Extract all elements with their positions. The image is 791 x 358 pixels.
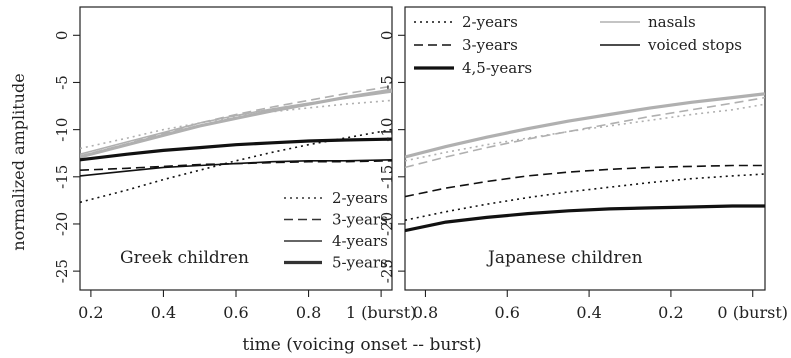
y-axis-title: normalized amplitude bbox=[9, 73, 28, 250]
y-tick-label: -20 bbox=[378, 212, 396, 236]
series-line-nasals-5-years bbox=[80, 88, 392, 159]
series-line-voiced-stops-5-years bbox=[80, 137, 392, 162]
panel-label: Greek children bbox=[120, 248, 249, 268]
x-tick-label: 1 (burst) bbox=[346, 303, 417, 322]
plot-frame bbox=[404, 6, 766, 291]
series-line-nasals-4-5-years bbox=[405, 92, 765, 159]
x-tick-label: 0.8 bbox=[296, 303, 321, 322]
y-tick-label: -15 bbox=[378, 165, 396, 189]
x-tick-label: 0.8 bbox=[413, 303, 438, 322]
y-tick-label: -10 bbox=[53, 118, 71, 142]
legend: 2-years 3-years 4-years 5-years bbox=[284, 189, 388, 272]
legend-label: 3-years bbox=[462, 36, 518, 54]
series-line-nasals-2-years bbox=[80, 99, 392, 150]
y-tick-label: -25 bbox=[53, 259, 71, 283]
series-line-voiced-stops-4-years bbox=[80, 159, 392, 177]
y-tick-label: -25 bbox=[378, 259, 396, 283]
panel-label: Japanese children bbox=[486, 248, 643, 268]
series-line-voiced-stops-4-5-years bbox=[405, 204, 765, 233]
x-axis-title: time (voicing onset -- burst) bbox=[242, 335, 481, 355]
y-tick-label: -10 bbox=[378, 118, 396, 142]
legend-label: voiced stops bbox=[647, 36, 742, 54]
x-tick-label: 0.2 bbox=[78, 303, 103, 322]
series-line-voiced-stops-2-years bbox=[405, 173, 765, 221]
x-tick-label: 0.2 bbox=[658, 303, 683, 322]
y-tick-label: -5 bbox=[378, 75, 396, 90]
legend-label: 4,5-years bbox=[462, 59, 532, 77]
series-line-voiced-stops-2-years bbox=[80, 128, 392, 204]
x-tick-label: 0.4 bbox=[151, 303, 176, 322]
y-tick-label: -15 bbox=[53, 165, 71, 189]
x-tick-label: 0.6 bbox=[495, 303, 520, 322]
y-tick-label: -20 bbox=[53, 212, 71, 236]
y-tick-label: -5 bbox=[53, 75, 71, 90]
legend: 2-years 3-years 4,5-years nasals voiced stop… bbox=[414, 13, 742, 77]
y-tick-label: 0 bbox=[378, 31, 396, 41]
legend-label: 2-years bbox=[332, 189, 388, 207]
series-line-nasals-2-years bbox=[405, 103, 765, 162]
x-tick-label: 0.6 bbox=[223, 303, 248, 322]
y-tick-label: 0 bbox=[53, 31, 71, 41]
series-line-voiced-stops-3-years bbox=[405, 164, 765, 198]
legend-label: 2-years bbox=[462, 13, 518, 31]
legend-label: 4-years bbox=[332, 232, 388, 250]
x-tick-label: 0 (burst) bbox=[717, 303, 788, 322]
legend-label: nasals bbox=[648, 13, 696, 31]
legend-label: 5-years bbox=[332, 254, 388, 272]
series-line-voiced-stops-3-years bbox=[80, 160, 392, 171]
legend-label: 3-years bbox=[332, 211, 388, 229]
panel-greek-children: 0 -5 -10 -15 -20 -25 0.2 0.4 0.6 0.8 1 (burst) Gree… bbox=[53, 6, 417, 322]
series-line-nasals-3-years bbox=[405, 96, 765, 169]
panel-japanese-children: 0 -5 -10 -15 -20 -25 0.8 0.6 0.4 0.2 0 (burst) Japa… bbox=[378, 6, 788, 322]
x-tick-label: 0.4 bbox=[576, 303, 601, 322]
